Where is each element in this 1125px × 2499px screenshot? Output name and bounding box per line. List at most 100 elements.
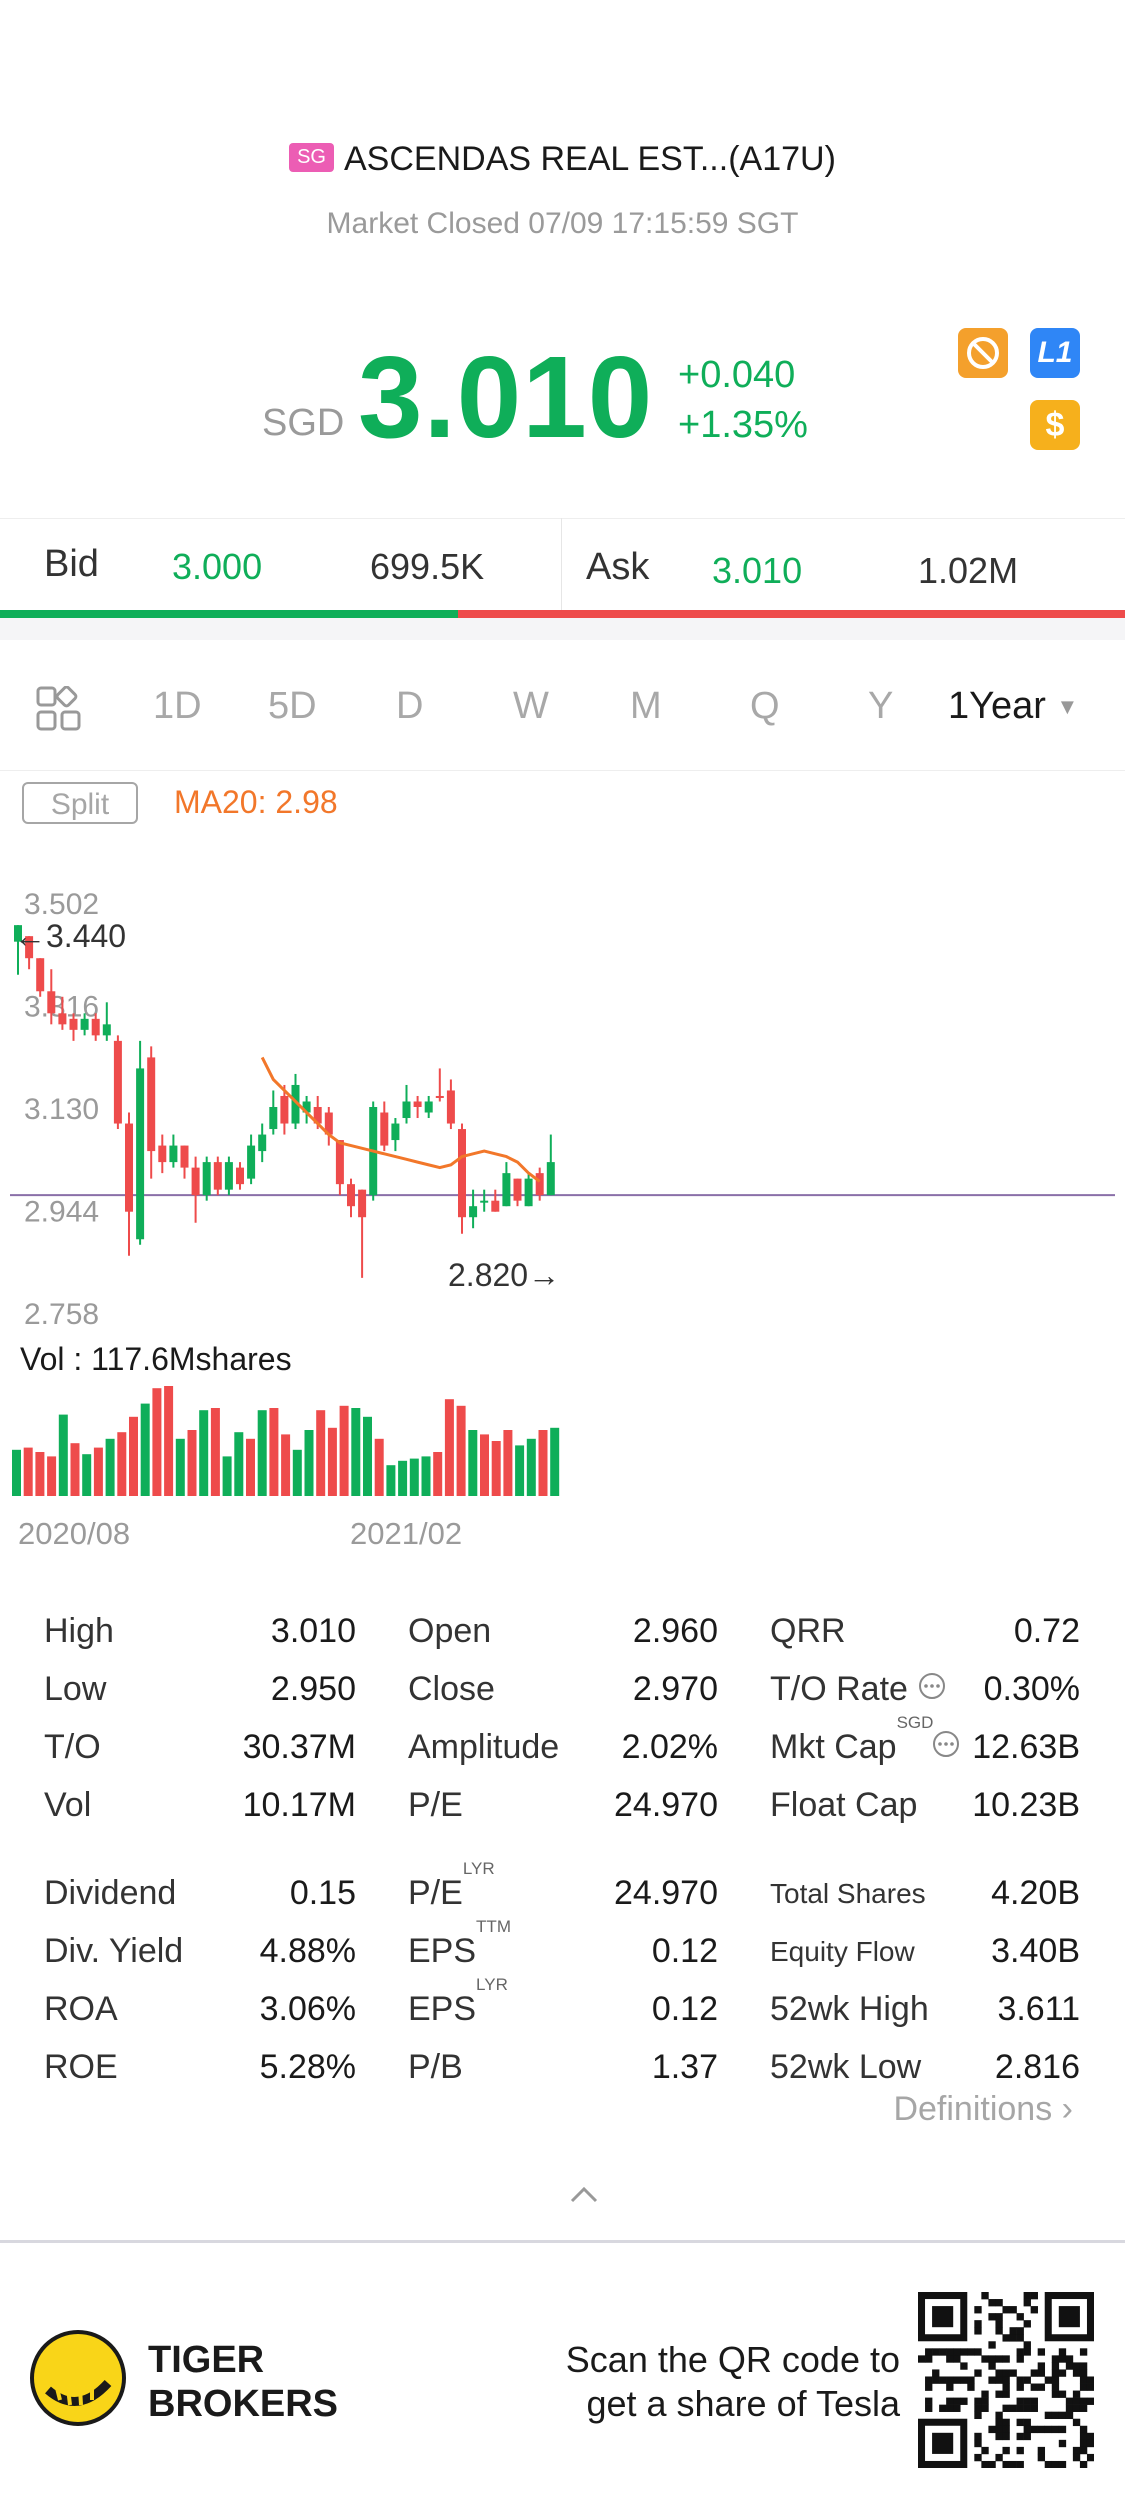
change-value: +0.040 (678, 354, 796, 396)
qr-module (1016, 2327, 1024, 2335)
info-icon[interactable] (918, 1672, 946, 1705)
qr-module (1058, 2348, 1067, 2356)
dollar-icon[interactable]: $ (1030, 400, 1080, 450)
ma20-label: MA20: 2.98 (174, 784, 338, 820)
no-short-icon[interactable] (958, 328, 1008, 378)
volume-bar (304, 1430, 314, 1496)
qr-module (1030, 2397, 1038, 2405)
qr-module (1002, 2404, 1010, 2412)
price-chart[interactable]: 3.5023.3163.1302.9442.758←3.4402.820→Vol… (0, 860, 1125, 1560)
qr-module (1030, 2369, 1038, 2377)
qr-module (960, 2397, 968, 2405)
stat-label: QRR (770, 1612, 846, 1650)
qr-module (974, 2453, 982, 2462)
qr-module (1016, 2383, 1024, 2391)
qr-module (974, 2397, 982, 2405)
footer-divider (0, 2240, 1125, 2243)
volume-bar (433, 1452, 443, 1496)
qr-module (1009, 2334, 1017, 2342)
qr-module (1009, 2369, 1017, 2377)
qr-module (925, 2383, 933, 2391)
stat-value: 24.970 (614, 1874, 718, 1912)
qr-module (925, 2404, 933, 2412)
candle-body (14, 925, 22, 942)
qr-module (1037, 2425, 1046, 2434)
high-marker: ←3.440 (14, 918, 126, 954)
tab-y[interactable]: Y (868, 685, 894, 727)
volume-bar (281, 1434, 291, 1496)
candle-body (491, 1200, 500, 1212)
qr-module (1002, 2383, 1010, 2391)
volume-bar (12, 1449, 21, 1496)
volume-bar (515, 1445, 525, 1496)
stat-value: 3.40B (991, 1932, 1080, 1970)
qr-module (1079, 2362, 1088, 2370)
qr-module (1009, 2306, 1017, 2314)
qr-module (1016, 2355, 1024, 2363)
volume-bar (292, 1449, 302, 1496)
qr-module (918, 2355, 926, 2363)
tab-1year[interactable]: 1Year ▼ (948, 685, 1078, 728)
qr-module (995, 2355, 1003, 2363)
stat-label-sup: LYR (462, 1858, 495, 1878)
candle-body (458, 1129, 466, 1218)
volume-bar (82, 1454, 92, 1496)
tab-m[interactable]: M (630, 685, 662, 727)
qr-module (946, 2397, 954, 2405)
qr-finder (932, 2432, 954, 2454)
stat-label: Total Shares (770, 1878, 926, 1909)
stat-label: High (44, 1612, 114, 1650)
tab-d[interactable]: D (396, 685, 424, 727)
split-button[interactable]: Split (22, 782, 138, 824)
volume-bar (316, 1410, 326, 1496)
price-change: +0.040 +1.35% (678, 350, 808, 450)
qr-module (1058, 2411, 1067, 2420)
qr-finder (1058, 2306, 1080, 2328)
tab-1d[interactable]: 1D (153, 685, 202, 727)
candle-body (391, 1123, 400, 1141)
stat-value: 5.28% (259, 2048, 356, 2086)
qr-module (988, 2362, 996, 2370)
qr-module (1072, 2369, 1081, 2377)
volume-bar (234, 1432, 244, 1496)
qr-module (1051, 2369, 1060, 2377)
qr-module (925, 2355, 933, 2363)
qr-module (988, 2313, 996, 2321)
candle-body (546, 1162, 555, 1196)
candle-body (502, 1173, 511, 1207)
qr-module (1044, 2411, 1053, 2420)
qr-module (1072, 2453, 1081, 2462)
volume-bar (398, 1460, 408, 1496)
qr-code[interactable] (918, 2292, 1094, 2468)
level1-icon[interactable]: L1 (1030, 328, 1080, 378)
candle-body (36, 958, 45, 992)
qr-module (995, 2425, 1003, 2434)
volume-bar (386, 1465, 396, 1496)
volume-bar (187, 1430, 197, 1496)
volume-bar (140, 1403, 150, 1496)
qr-module (1037, 2383, 1046, 2391)
qr-module (1086, 2383, 1094, 2391)
qr-module (1002, 2446, 1010, 2455)
ask-label: Ask (586, 546, 650, 588)
tab-5d[interactable]: 5D (268, 685, 317, 727)
tab-w[interactable]: W (513, 685, 549, 727)
candle-body (169, 1145, 178, 1163)
qr-module (1086, 2432, 1094, 2441)
tab-q[interactable]: Q (750, 685, 780, 727)
info-icon[interactable] (932, 1730, 960, 1763)
definitions-link[interactable]: Definitions › (893, 2090, 1073, 2129)
grid-icon[interactable] (36, 685, 82, 732)
collapse-chevron-icon[interactable] (568, 2175, 600, 2214)
qr-module (1037, 2446, 1046, 2455)
qr-module (1051, 2383, 1060, 2391)
qr-module (960, 2348, 968, 2356)
stat-value: 12.63B (972, 1728, 1080, 1766)
qr-module (1030, 2292, 1038, 2300)
bid-label: Bid (44, 543, 99, 585)
market-badge: SG (289, 142, 334, 172)
volume-bar (246, 1438, 255, 1496)
volume-bar (351, 1408, 361, 1496)
volume-bar (550, 1427, 560, 1496)
candle-body (446, 1090, 455, 1124)
